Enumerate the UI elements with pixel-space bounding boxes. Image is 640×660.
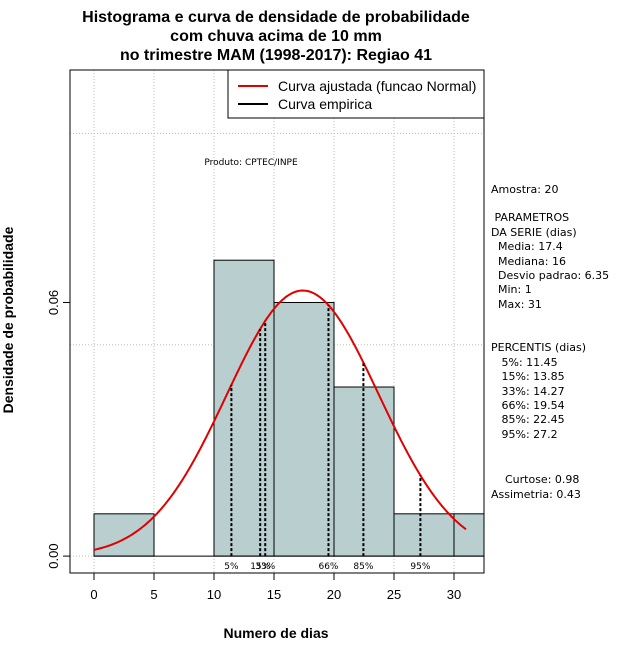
normal-fit-curve <box>93 289 467 551</box>
stats-line: 85%: 22.45 <box>491 413 565 426</box>
stats-line: 33%: 14.27 <box>491 385 565 398</box>
stats-line: Curtose: 0.98 <box>491 473 579 486</box>
stats-line: Desvio padrao: 6.35 <box>491 269 609 282</box>
legend-fitted-curve-label: Curva ajustada (funcao Normal) <box>278 78 476 94</box>
product-annotation: Produto: CPTEC/INPE <box>204 158 298 168</box>
x-tick-label: 5 <box>150 587 157 602</box>
legend: Curva ajustada (funcao Normal) Curva emp… <box>227 69 485 119</box>
x-tick-label: 0 <box>90 587 97 602</box>
x-tick-label: 30 <box>447 587 461 602</box>
legend-box <box>227 69 485 119</box>
histogram-bar <box>273 301 335 557</box>
percentile-label: 85% <box>353 562 373 572</box>
percentile-label: 95% <box>410 562 430 572</box>
stats-line: 66%: 19.54 <box>491 399 565 412</box>
x-tick-label: 20 <box>327 587 341 602</box>
percentile-label: 5% <box>224 562 239 572</box>
stats-line: PARAMETROS <box>491 211 569 224</box>
stats-line: Min: 1 <box>491 283 532 296</box>
percentile-lines: 5% 15%33% 66% 85% 95% <box>224 305 431 572</box>
legend-empirical-curve-label: Curva empirica <box>278 96 372 112</box>
x-tick-label: 10 <box>207 587 221 602</box>
stats-line: 95%: 27.2 <box>491 428 558 441</box>
percentile-label: 15% <box>250 562 270 572</box>
x-tick-label: 25 <box>387 587 401 602</box>
histogram-bar <box>393 513 455 557</box>
histogram-bar <box>93 513 155 557</box>
x-axis-label: Numero de dias <box>223 625 328 641</box>
percentile-label: 33% <box>255 562 275 572</box>
stats-line: Media: 17.4 <box>491 240 563 253</box>
histogram-bar <box>213 259 275 557</box>
chart-title-line-2: com chuva acima de 10 mm <box>170 28 382 45</box>
histogram-bars <box>93 259 485 557</box>
stats-line: Max: 31 <box>491 298 542 311</box>
stats-line: 5%: 11.45 <box>491 356 558 369</box>
stats-line: Mediana: 16 <box>491 255 566 268</box>
chart-title-line-3: no trimestre MAM (1998-2017): Regiao 41 <box>120 47 432 64</box>
percentile-label: 66% <box>318 562 338 572</box>
y-tick-label: 0.06 <box>46 290 61 315</box>
stats-line: Amostra: 20 <box>491 183 558 196</box>
stats-line: Assimetria: 0.43 <box>491 488 581 501</box>
stats-line: 15%: 13.85 <box>491 370 565 383</box>
statistics-panel: Amostra: 20 PARAMETROS DA SERIE (dias) Me… <box>491 183 609 501</box>
chart-title-line-1: Histograma e curva de densidade de proba… <box>82 9 470 26</box>
stats-line: PERCENTIS (dias) <box>491 341 586 354</box>
stats-line: DA SERIE (dias) <box>491 226 577 239</box>
normal-curve-layer <box>93 289 467 551</box>
y-tick-label: 0.00 <box>46 543 61 568</box>
x-tick-label: 15 <box>267 587 281 602</box>
y-axis-label: Densidade de probabilidade <box>0 226 16 413</box>
histogram-bar <box>453 513 485 557</box>
